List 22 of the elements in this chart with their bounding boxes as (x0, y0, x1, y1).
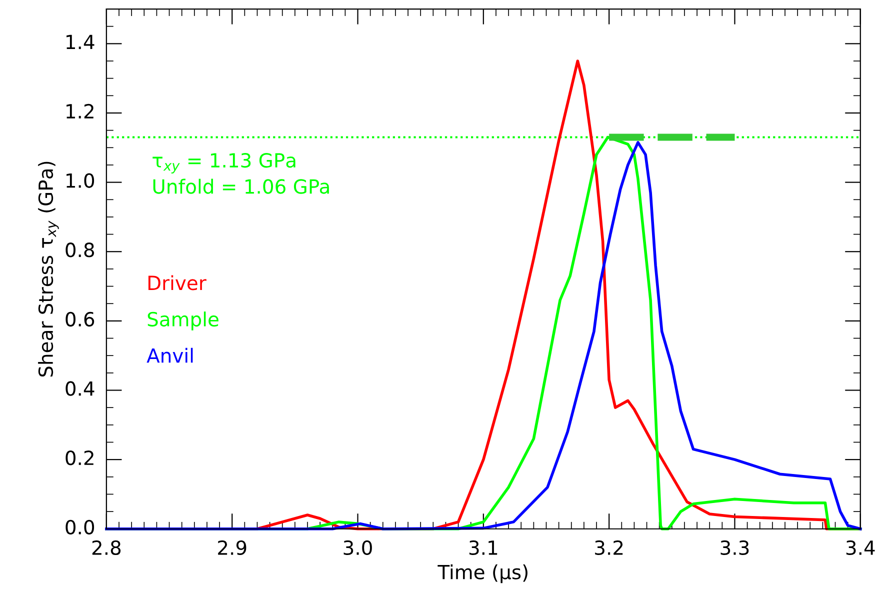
x-tick-label: 3.0 (344, 540, 372, 556)
text: Anvil (146, 348, 193, 363)
y-tick-label: 1.0 (66, 173, 94, 188)
x-tick-label: 2.8 (92, 540, 121, 556)
x-tick-label: 3.1 (469, 540, 498, 556)
y-tick-label: 1.2 (66, 104, 94, 118)
x-tick-label: 3.3 (720, 540, 749, 556)
y-axis-title: Shear Stress τ$_{xy}$ (GPa) (38, 162, 59, 377)
y-tick-label: 0.8 (66, 242, 94, 258)
y-tick-label: 0.4 (66, 381, 94, 396)
x-tick-label: 3.2 (595, 540, 623, 556)
x-tick-label: 3.4 (846, 540, 875, 556)
text: Driver (148, 275, 206, 290)
x-axis-title: Time (μs) (438, 564, 528, 584)
x-tick-label: 2.9 (218, 540, 246, 556)
y-tick-label: 0.0 (66, 520, 94, 535)
text: Sample (148, 312, 218, 330)
y-tick-label: 1.4 (66, 34, 94, 50)
annotation: Unfold = 1.06 GPa (153, 178, 329, 194)
annotation: τ$_{xy}$ = 1.13 GPa (152, 152, 296, 174)
y-tick-label: 0.6 (66, 312, 94, 327)
y-tick-label: 0.2 (66, 450, 94, 466)
